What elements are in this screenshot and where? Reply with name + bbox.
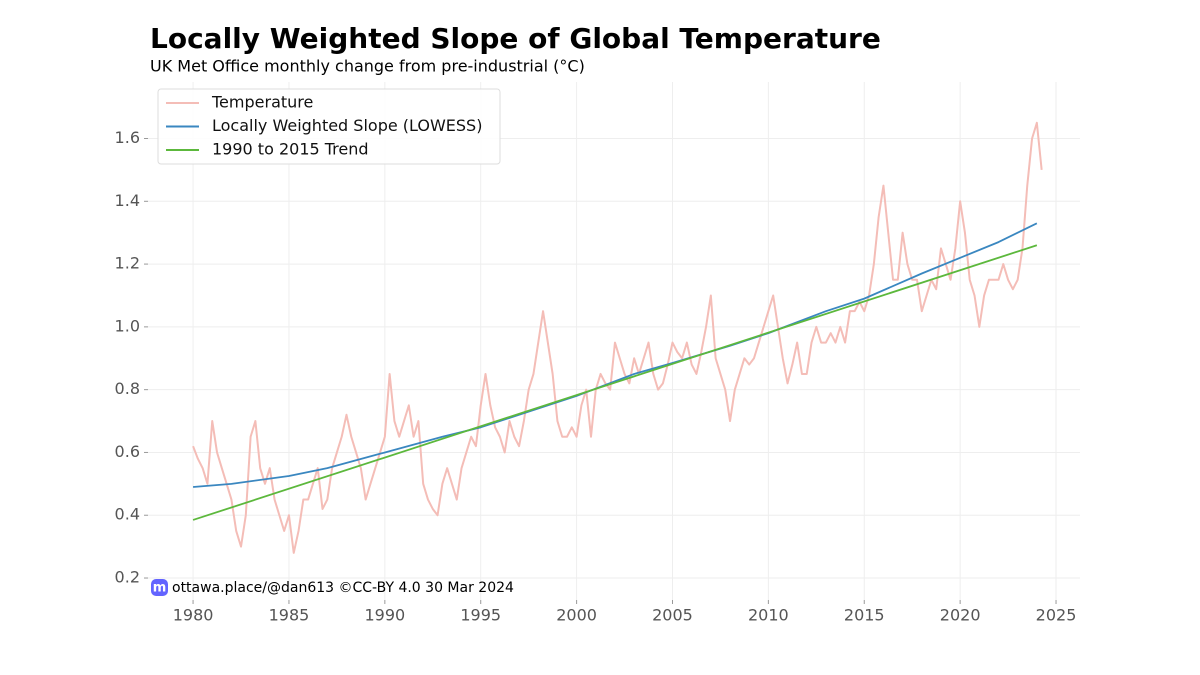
x-tick-label: 2000 bbox=[556, 606, 597, 625]
x-tick-label: 1980 bbox=[173, 606, 214, 625]
chart-subtitle: UK Met Office monthly change from pre-in… bbox=[150, 57, 585, 76]
y-tick-label: 1.2 bbox=[115, 254, 140, 273]
x-tick-label: 2005 bbox=[652, 606, 693, 625]
x-tick-label: 1985 bbox=[269, 606, 310, 625]
legend-label: Locally Weighted Slope (LOWESS) bbox=[212, 116, 482, 135]
mastodon-icon: m bbox=[151, 579, 168, 596]
x-tick-label: 1990 bbox=[364, 606, 405, 625]
series-line bbox=[192, 244, 1038, 521]
y-tick-label: 0.6 bbox=[115, 442, 140, 461]
y-tick-label: 1.6 bbox=[115, 128, 140, 147]
icon-glyph: m bbox=[153, 581, 167, 596]
icon-bg bbox=[151, 579, 168, 596]
series-line bbox=[192, 121, 1043, 554]
legend: Temperature Locally Weighted Slope (LOWES… bbox=[157, 88, 501, 165]
y-tick-label: 0.2 bbox=[115, 568, 140, 587]
x-tick-label: 2015 bbox=[844, 606, 885, 625]
y-tick-label: 0.8 bbox=[115, 379, 140, 398]
y-tick-label: 0.4 bbox=[115, 505, 140, 524]
grid: 1980 1985 1990 1995 2000 2005 2010 2015 2020 2025… bbox=[115, 82, 1080, 625]
attribution: ottawa.place/@dan613 ©CC-BY 4.0 30 Mar 2… bbox=[172, 580, 514, 596]
legend-box bbox=[157, 88, 501, 165]
x-tick-label: 1995 bbox=[460, 606, 501, 625]
x-tick-label: 2025 bbox=[1036, 606, 1077, 625]
chart-title: Locally Weighted Slope of Global Tempera… bbox=[150, 22, 881, 55]
y-tick-label: 1.4 bbox=[115, 191, 140, 210]
legend-label: 1990 to 2015 Trend bbox=[212, 140, 369, 159]
series-line bbox=[192, 222, 1038, 488]
lines bbox=[192, 121, 1043, 554]
x-tick-label: 2020 bbox=[940, 606, 981, 625]
legend-label: Temperature bbox=[211, 93, 313, 112]
y-tick-label: 1.0 bbox=[115, 316, 140, 335]
x-tick-label: 2010 bbox=[748, 606, 789, 625]
